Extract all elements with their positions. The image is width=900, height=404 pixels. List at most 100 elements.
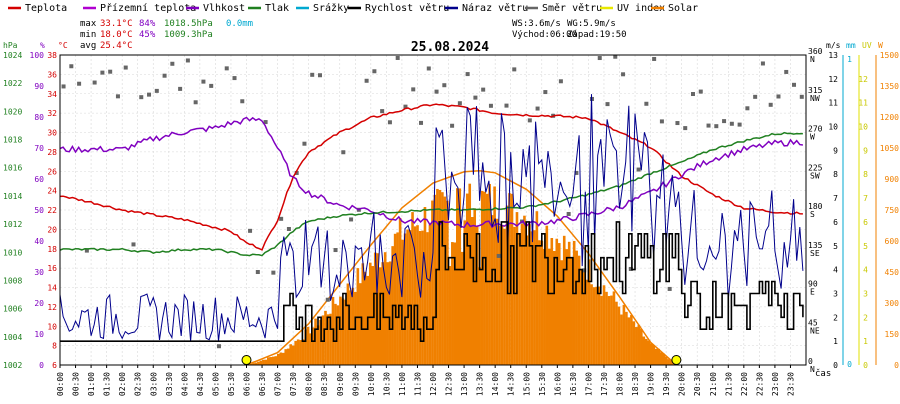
tick-degc: 36 [47,70,57,79]
wind-dir-point [178,86,183,91]
wind-dir-point [69,64,74,69]
wind-dir-point [271,270,276,275]
tick-x: 06:30 [258,372,267,396]
tick-x: 22:00 [740,372,749,396]
wind-dir-point [115,94,120,99]
solar-bar [592,287,596,365]
solar-bar [438,189,442,365]
solar-bar [334,303,337,365]
info-sunset: Západ:19:50 [567,30,627,40]
tick-ms: 4 [833,266,838,275]
tick-uv: 6 [863,218,868,227]
wind-dir-point [753,94,758,99]
solar-bar [580,269,583,365]
wind-dir-point [512,67,517,72]
tick-x: 02:30 [134,372,143,396]
tick-uv: 5 [863,242,868,251]
tick-ms: 2 [833,313,838,322]
solar-bar [565,249,569,365]
solar-bar [652,344,656,365]
tick-ms: 7 [833,194,838,203]
wind-dir-point [395,55,400,60]
tick-wm2: 1350 [880,82,899,91]
solar-bar [448,266,452,365]
tick-x: 23:30 [786,372,795,396]
solar-bar [478,267,481,365]
tick-x: 12:30 [445,372,454,396]
wind-dir-point [792,82,797,87]
wind-dir-point [799,94,804,99]
solar-bar [552,250,556,365]
tick-ms: 8 [833,170,838,179]
tick-wm2: 150 [885,330,900,339]
wind-dir-point [566,211,571,216]
solar-bar [279,352,283,365]
tick-x: 14:00 [491,372,500,396]
solar-bar [339,296,342,365]
tick-x: 22:30 [755,372,764,396]
solar-bar [361,263,365,365]
wind-dir-point [154,88,159,93]
info-wg: WG:5.9m/s [567,19,616,29]
solar-bar [426,232,429,365]
solar-bar [349,290,352,365]
solar-bar [294,340,297,365]
legend-label: UV index [617,3,665,14]
tick-ms: 5 [833,242,838,251]
tick-dir-card: W [810,133,815,142]
stat-min-press: 1009.3hPa [164,30,213,40]
tick-dir-deg: 225 [808,163,823,172]
tick-pct: 70 [34,144,44,153]
solar-bar [393,233,397,365]
solar-bar [495,218,499,365]
solar-bar [488,183,491,365]
solar-bar [336,305,340,365]
stat-avg-label: avg [80,41,96,51]
solar-bar [304,329,307,365]
solar-bar [540,240,544,365]
wind-dir-point [185,58,190,63]
wind-dir-point [372,69,377,74]
tick-x: 21:00 [709,372,718,396]
wind-dir-point [224,66,229,71]
tick-wm2: 300 [885,299,900,308]
wind-dir-point [535,106,540,111]
tick-dir-card: N [810,365,815,374]
tick-hpa: 1002 [3,361,22,370]
wind-dir-point [123,65,128,70]
wind-dir-point [333,248,338,253]
wind-dir-point [760,61,765,66]
axis-unit-ms: m/s [826,41,841,50]
solar-bar [513,226,516,365]
tick-ms: 10 [828,123,838,132]
solar-bar [418,231,422,365]
tick-hpa: 1022 [3,79,22,88]
stat-max-hum: 84% [139,19,156,29]
tick-degc: 38 [47,51,57,60]
solar-bar [441,192,444,365]
tick-x: 09:00 [336,372,345,396]
series-line [59,103,803,251]
tick-wm2: 750 [885,206,900,215]
solar-bar [368,262,372,365]
tick-dir-deg: 360 [808,47,823,56]
solar-bar [351,287,355,365]
tick-wm2: 1500 [880,51,899,60]
gust-line [59,94,804,342]
tick-dir-card: SW [810,171,820,180]
solar-bar [456,188,459,365]
wind-dir-point [92,80,97,85]
stat-avg-temp: 25.4°C [100,41,133,51]
wind-dir-point [722,119,727,124]
legend-label: Teplota [25,3,67,14]
wind-dir-point [473,95,478,100]
solar-bar [276,353,280,365]
solar-bar [543,248,546,365]
wind-dir-point [209,83,214,88]
tick-dir-deg: 90 [808,280,818,289]
tick-hpa: 1014 [3,192,22,201]
wind-dir-point [279,216,284,221]
solar-bar [533,230,536,365]
solar-bar [649,343,653,365]
solar-bar [341,298,345,365]
